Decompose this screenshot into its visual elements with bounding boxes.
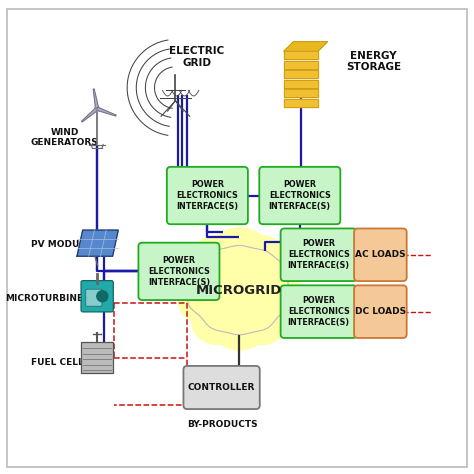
Text: MICROGRID: MICROGRID	[196, 283, 283, 297]
Text: DC LOADS: DC LOADS	[355, 307, 406, 316]
Ellipse shape	[254, 280, 301, 322]
Text: PV MODULES: PV MODULES	[31, 240, 98, 248]
Polygon shape	[93, 89, 99, 109]
Ellipse shape	[236, 235, 288, 283]
FancyBboxPatch shape	[259, 167, 340, 224]
Text: FUEL CELLS: FUEL CELLS	[31, 358, 90, 367]
Text: POWER
ELECTRONICS
INTERFACE(S): POWER ELECTRONICS INTERFACE(S)	[288, 296, 350, 327]
Ellipse shape	[191, 235, 243, 283]
Polygon shape	[284, 51, 318, 59]
FancyBboxPatch shape	[281, 285, 357, 338]
FancyBboxPatch shape	[138, 243, 219, 300]
Ellipse shape	[178, 280, 225, 322]
Text: POWER
ELECTRONICS
INTERFACE(S): POWER ELECTRONICS INTERFACE(S)	[288, 239, 350, 270]
Ellipse shape	[236, 298, 288, 345]
Polygon shape	[284, 61, 318, 69]
Ellipse shape	[211, 303, 268, 351]
FancyBboxPatch shape	[81, 342, 113, 374]
Polygon shape	[284, 42, 328, 51]
Text: ENERGY
STORAGE: ENERGY STORAGE	[346, 51, 401, 73]
Text: MICROTURBINES: MICROTURBINES	[5, 294, 90, 303]
FancyBboxPatch shape	[86, 289, 102, 306]
Text: CONTROLLER: CONTROLLER	[188, 383, 255, 392]
FancyBboxPatch shape	[354, 228, 407, 281]
Circle shape	[97, 291, 108, 302]
FancyBboxPatch shape	[183, 366, 260, 409]
FancyBboxPatch shape	[281, 228, 357, 281]
Polygon shape	[82, 108, 98, 122]
Polygon shape	[284, 80, 318, 88]
Circle shape	[95, 106, 100, 111]
Ellipse shape	[209, 227, 270, 279]
Polygon shape	[188, 246, 291, 335]
Polygon shape	[284, 70, 318, 78]
Polygon shape	[284, 89, 318, 97]
Text: AC LOADS: AC LOADS	[355, 250, 406, 259]
Polygon shape	[97, 107, 116, 116]
Text: BY-PRODUCTS: BY-PRODUCTS	[188, 420, 258, 428]
Polygon shape	[284, 99, 318, 107]
FancyBboxPatch shape	[81, 281, 113, 312]
Text: WIND
GENERATORS: WIND GENERATORS	[31, 128, 99, 147]
Polygon shape	[77, 230, 118, 256]
Text: ELECTRIC
GRID: ELECTRIC GRID	[169, 46, 224, 68]
FancyBboxPatch shape	[167, 167, 248, 224]
Ellipse shape	[175, 248, 228, 295]
Ellipse shape	[251, 248, 303, 295]
Ellipse shape	[185, 245, 294, 335]
FancyBboxPatch shape	[354, 285, 407, 338]
Text: POWER
ELECTRONICS
INTERFACE(S): POWER ELECTRONICS INTERFACE(S)	[269, 180, 331, 211]
Text: POWER
ELECTRONICS
INTERFACE(S): POWER ELECTRONICS INTERFACE(S)	[176, 180, 238, 211]
Ellipse shape	[191, 298, 243, 345]
Text: POWER
ELECTRONICS
INTERFACE(S): POWER ELECTRONICS INTERFACE(S)	[148, 256, 210, 287]
